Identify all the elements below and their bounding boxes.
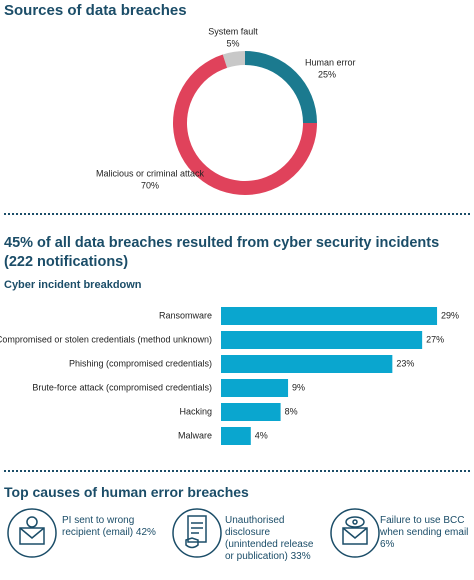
icons — [7, 508, 380, 558]
cause-text: PI sent to wrong recipient (email) 42% — [62, 515, 156, 538]
bar — [221, 307, 438, 325]
bar — [221, 355, 393, 373]
category-label: Brute-force attack (compromised credenti… — [32, 382, 212, 392]
value-label: 5% — [226, 38, 239, 48]
separator — [4, 470, 470, 472]
value-label: 9% — [292, 382, 305, 392]
legend-label: Human error — [305, 57, 356, 67]
chart-title: 45% of all data breaches resulted from c… — [4, 235, 440, 270]
separator — [4, 213, 470, 215]
value-label: 25% — [318, 69, 336, 79]
value-label: 27% — [426, 334, 444, 344]
chart-title: Sources of data breaches — [4, 2, 187, 19]
category-label: Phishing (compromised credentials) — [69, 358, 212, 368]
value-label: 4% — [255, 430, 268, 440]
value-label: 29% — [441, 310, 459, 320]
category-label: Hacking — [179, 406, 212, 416]
value-label: 8% — [285, 406, 298, 416]
value-label: 23% — [396, 358, 414, 368]
category-label: Ransomware — [159, 310, 212, 320]
donut-segment — [245, 51, 317, 123]
donut-segment — [222, 51, 245, 68]
bar — [221, 403, 281, 421]
cause-text: Unauthorised disclosure (unintended rele… — [225, 515, 314, 562]
bar — [221, 379, 289, 397]
chart-subtitle: Cyber incident breakdown — [4, 279, 142, 291]
legend-label: System fault — [208, 26, 258, 36]
category-label: Malware — [178, 430, 212, 440]
cause-text: Failure to use BCC when sending email 6% — [380, 515, 469, 550]
category-label: Compromised or stolen credentials (metho… — [0, 334, 212, 344]
legend-label: Malicious or criminal attack — [96, 168, 205, 178]
bar — [221, 331, 423, 349]
bar — [221, 427, 251, 445]
section-title: Top causes of human error breaches — [4, 484, 249, 500]
value-label: 70% — [141, 180, 159, 190]
